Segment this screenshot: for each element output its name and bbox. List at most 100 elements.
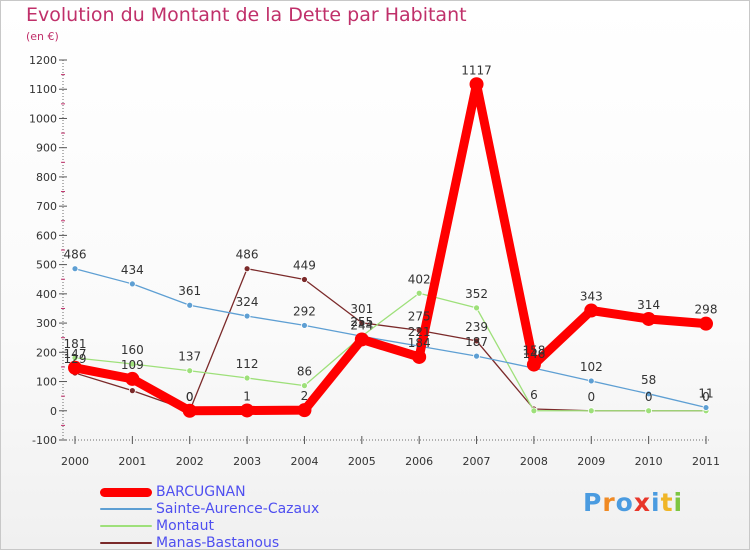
y-tick-label: 0: [50, 405, 57, 418]
x-tick-label: 2003: [233, 455, 261, 468]
y-tick-label: 300: [36, 317, 57, 330]
data-label: 0: [702, 390, 710, 404]
data-label: 109: [121, 358, 144, 372]
data-point: [587, 377, 595, 385]
data-point: [473, 304, 480, 312]
data-label: 160: [121, 343, 144, 357]
chart-unit: (en €): [26, 30, 59, 43]
data-label: 86: [297, 365, 312, 379]
y-tick-label: 600: [36, 229, 57, 242]
data-point: [412, 349, 427, 364]
legend-label: Sainte-Aurence-Cazaux: [156, 501, 320, 517]
data-label: 255: [350, 315, 373, 329]
data-label: 449: [293, 259, 316, 273]
data-label: 181: [64, 337, 87, 351]
logo-letter: P: [583, 488, 603, 517]
x-tick-label: 2007: [463, 455, 491, 468]
logo-letter: x: [633, 488, 651, 517]
data-point: [354, 332, 369, 347]
y-tick-label: 900: [36, 142, 57, 155]
legend-swatch: [100, 542, 152, 544]
data-label: 112: [236, 357, 259, 371]
data-point: [186, 367, 194, 375]
data-point: [68, 360, 82, 375]
data-point: [473, 337, 480, 345]
data-point: [243, 374, 251, 382]
data-label: 352: [465, 287, 488, 301]
x-tick-label: 2000: [61, 455, 89, 468]
data-label: 298: [695, 303, 718, 317]
data-label: 0: [186, 390, 194, 404]
y-tick-label: 700: [36, 200, 57, 213]
data-label: 0: [186, 390, 194, 404]
data-point: [128, 280, 136, 288]
data-label: 292: [293, 304, 316, 318]
y-tick-label: 1000: [29, 112, 57, 125]
data-point: [243, 312, 251, 320]
data-label: 324: [236, 295, 259, 309]
data-point: [240, 403, 255, 418]
data-point: [301, 382, 308, 390]
data-label: 486: [64, 248, 87, 262]
x-tick-label: 2011: [692, 455, 720, 468]
data-point: [584, 303, 599, 318]
plot-area: [68, 77, 713, 418]
data-label: 221: [408, 325, 431, 339]
y-tick-label: 1100: [29, 83, 57, 96]
data-point: [128, 387, 136, 395]
data-label: 0: [587, 390, 595, 404]
data-label: 239: [465, 320, 488, 334]
series-line: [74, 292, 707, 412]
legend-label: Manas-Bastanous: [156, 535, 280, 551]
x-tick-label: 2001: [118, 455, 146, 468]
data-point: [125, 371, 140, 386]
data-label: 102: [580, 360, 603, 374]
data-label: 434: [121, 263, 144, 277]
data-label: 361: [178, 284, 201, 298]
data-label: 314: [637, 298, 660, 312]
data-point: [301, 276, 308, 283]
data-label: 2: [301, 389, 309, 403]
data-label: 187: [465, 335, 488, 349]
data-label: 146: [522, 347, 545, 361]
data-point: [301, 322, 308, 329]
data-label: 6: [530, 388, 538, 402]
data-point: [358, 319, 366, 327]
data-point: [415, 289, 423, 297]
logo-letter: t: [660, 488, 674, 517]
data-label: 147: [64, 347, 87, 361]
data-point: [702, 404, 710, 411]
data-label: 301: [350, 302, 373, 316]
data-label: 158: [522, 344, 545, 358]
data-point: [473, 352, 480, 360]
data-point: [186, 301, 194, 309]
series-line: [74, 268, 707, 412]
data-point: [469, 77, 484, 92]
x-tick-label: 2002: [176, 455, 204, 468]
y-tick-label: 1200: [29, 54, 57, 67]
data-point: [530, 407, 538, 415]
data-point: [645, 390, 653, 398]
legend-label: BARCUGNAN: [156, 484, 246, 500]
legend-swatch: [100, 508, 152, 510]
data-point: [699, 316, 713, 331]
y-tick-label: 100: [36, 376, 57, 389]
logo-letter: i: [651, 488, 661, 517]
data-point: [641, 311, 656, 326]
y-tick-label: -100: [32, 434, 57, 447]
line-chart: -100010020030040050060070080090010001100…: [29, 54, 720, 468]
data-point: [526, 357, 541, 372]
data-label: 1: [243, 389, 251, 403]
y-tick-label: 500: [36, 259, 57, 272]
data-label: 184: [408, 336, 431, 350]
logo-letter: r: [602, 488, 616, 517]
y-tick-label: 400: [36, 288, 57, 301]
data-point: [243, 265, 251, 273]
legend-swatch: [100, 487, 152, 497]
x-tick-label: 2005: [348, 455, 376, 468]
data-label: 486: [236, 248, 259, 262]
data-label: 255: [350, 315, 373, 329]
logo-letter: i: [673, 488, 684, 517]
